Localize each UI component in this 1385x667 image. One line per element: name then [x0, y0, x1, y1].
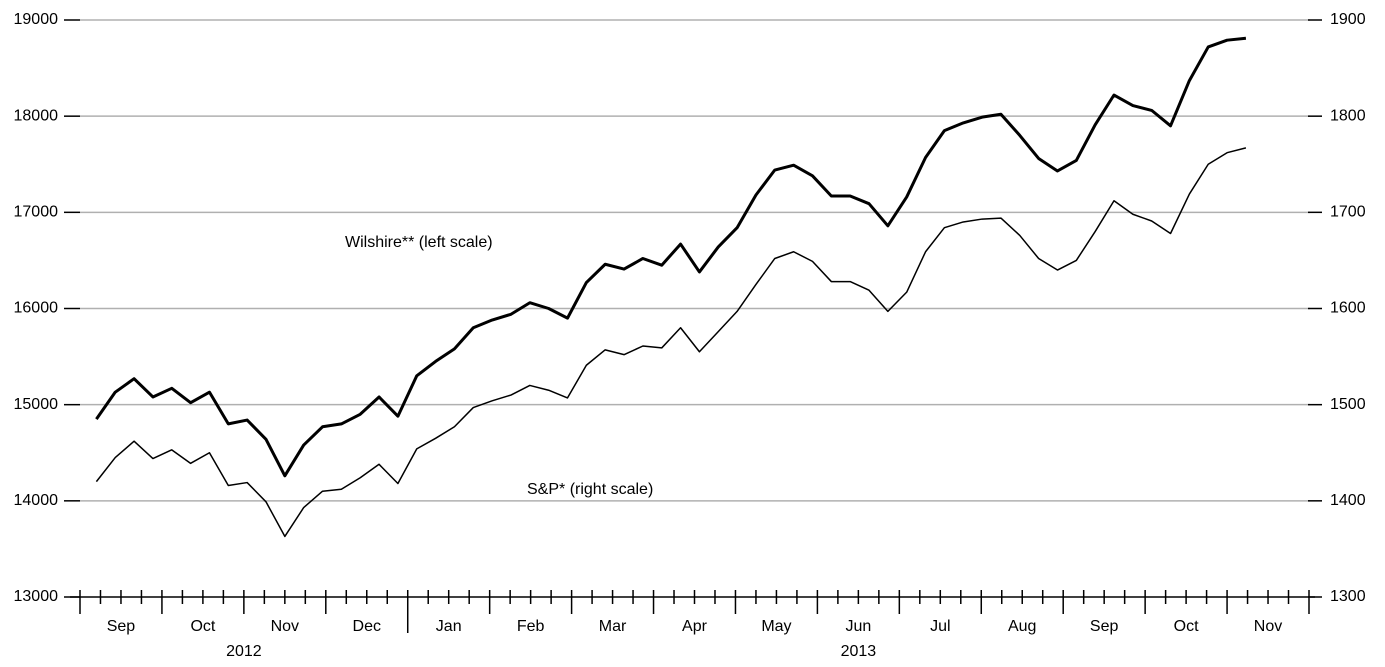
annotation: Wilshire** (left scale): [345, 234, 493, 251]
y-tick-label: 16000: [14, 300, 59, 317]
x-tick-label: Jul: [930, 618, 950, 635]
y2-tick-label: 1500: [1330, 396, 1366, 413]
y2-tick-label: 1800: [1330, 107, 1366, 124]
annotation: S&P* (right scale): [527, 481, 653, 498]
y-tick-label: 14000: [14, 492, 59, 509]
x-tick-label: Feb: [517, 618, 545, 635]
x-tick-label: Mar: [599, 618, 627, 635]
x-tick-label: Sep: [1090, 618, 1119, 635]
x-tick-label: Sep: [107, 618, 136, 635]
y-tick-label: 17000: [14, 204, 59, 221]
x-tick-label: Apr: [682, 618, 708, 635]
y2-tick-label: 1900: [1330, 11, 1366, 28]
x-tick-label: May: [761, 618, 791, 635]
y2-tick-label: 1700: [1330, 204, 1366, 221]
y2-tick-label: 1300: [1330, 588, 1366, 605]
x-tick-label: Nov: [271, 618, 299, 635]
x-tick-label: Jun: [845, 618, 871, 635]
series-line: [95, 147, 1247, 538]
y-tick-label: 18000: [14, 107, 59, 124]
x-tick-label: Dec: [353, 618, 381, 635]
y-tick-label: 19000: [14, 11, 59, 28]
y2-tick-label: 1600: [1330, 300, 1366, 317]
x-tick-label: Oct: [1174, 618, 1199, 635]
y-tick-label: 13000: [14, 588, 59, 605]
year-label: 2012: [226, 643, 262, 660]
x-tick-label: Oct: [190, 618, 215, 635]
x-tick-label: Nov: [1254, 618, 1282, 635]
series-line: [95, 36, 1247, 478]
x-tick-label: Jan: [436, 618, 462, 635]
y2-tick-label: 1400: [1330, 492, 1366, 509]
year-label: 2013: [841, 643, 877, 660]
y-tick-label: 15000: [14, 396, 59, 413]
x-tick-label: Aug: [1008, 618, 1036, 635]
